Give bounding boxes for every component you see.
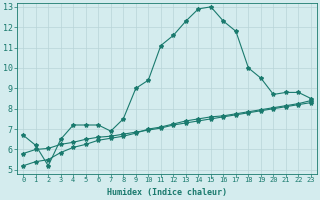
X-axis label: Humidex (Indice chaleur): Humidex (Indice chaleur) [107,188,227,197]
